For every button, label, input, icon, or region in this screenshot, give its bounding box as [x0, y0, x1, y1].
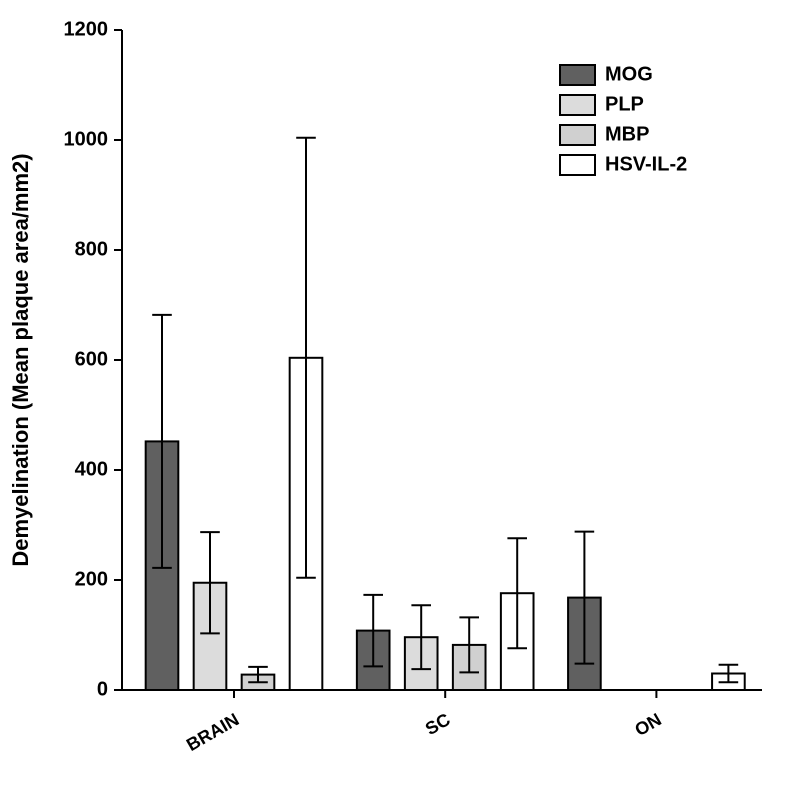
svg-text:PLP: PLP [605, 93, 644, 115]
svg-text:MOG: MOG [605, 63, 653, 85]
svg-text:1200: 1200 [64, 18, 109, 40]
svg-text:0: 0 [97, 678, 108, 700]
svg-text:200: 200 [75, 568, 108, 590]
svg-text:HSV-IL-2: HSV-IL-2 [605, 153, 687, 175]
svg-text:MBP: MBP [605, 123, 649, 145]
demyelination-bar-chart: 0 200 400 600 800 1000 1200 Demyelination (Mean… [0, 0, 800, 791]
chart-svg: 0 200 400 600 800 1000 1200 Demyelination (Mean… [0, 0, 800, 791]
svg-text:Demyelination (Mean plaque are: Demyelination (Mean plaque area/mm2) [8, 153, 33, 566]
svg-text:400: 400 [75, 458, 108, 480]
svg-text:800: 800 [75, 238, 108, 260]
svg-text:600: 600 [75, 348, 108, 370]
svg-text:1000: 1000 [64, 128, 109, 150]
